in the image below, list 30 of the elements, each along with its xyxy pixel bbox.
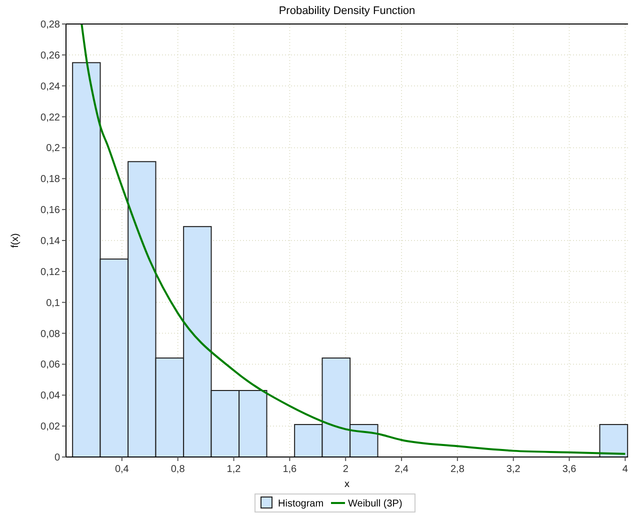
x-tick-label: 1,2 [226, 464, 242, 475]
y-tick-label: 0,1 [46, 298, 60, 309]
y-tick-label: 0,26 [40, 50, 60, 62]
x-tick-label: 2,8 [450, 464, 465, 475]
x-axis-title: x [344, 479, 350, 490]
y-tick-label: 0,18 [40, 174, 60, 186]
x-tick-label: 2 [342, 464, 349, 475]
y-tick-label: 0,06 [40, 360, 60, 371]
y-tick-label: 0,16 [40, 205, 60, 216]
x-tick-label: 0,4 [114, 464, 130, 475]
y-tick-label: 0,22 [40, 112, 60, 124]
y-tick-label: 0 [54, 452, 60, 464]
y-tick-label: 0,2 [46, 143, 60, 154]
x-tick-label: 1,6 [282, 464, 298, 475]
x-tick-label: 3,2 [506, 464, 521, 475]
x-tick-label: 4 [622, 464, 628, 475]
y-tick-label: 0,24 [40, 81, 60, 92]
legend-label: Histogram [278, 498, 324, 510]
y-tick-label: 0,14 [40, 236, 60, 247]
x-tick-label: 3,6 [562, 464, 577, 475]
y-tick-label: 0,02 [40, 422, 60, 433]
y-axis-title: f(x) [10, 233, 21, 248]
y-tick-label: 0,04 [40, 390, 60, 402]
x-tick-label: 0,8 [170, 464, 186, 475]
legend-label: Weibull (3P) [348, 498, 402, 510]
y-tick-label: 0,08 [40, 328, 60, 340]
y-tick-label: 0,12 [40, 266, 60, 278]
y-tick-label: 0,28 [40, 20, 60, 30]
chart-title: Probability Density Function [278, 5, 416, 17]
x-tick-label: 2,4 [394, 464, 409, 475]
